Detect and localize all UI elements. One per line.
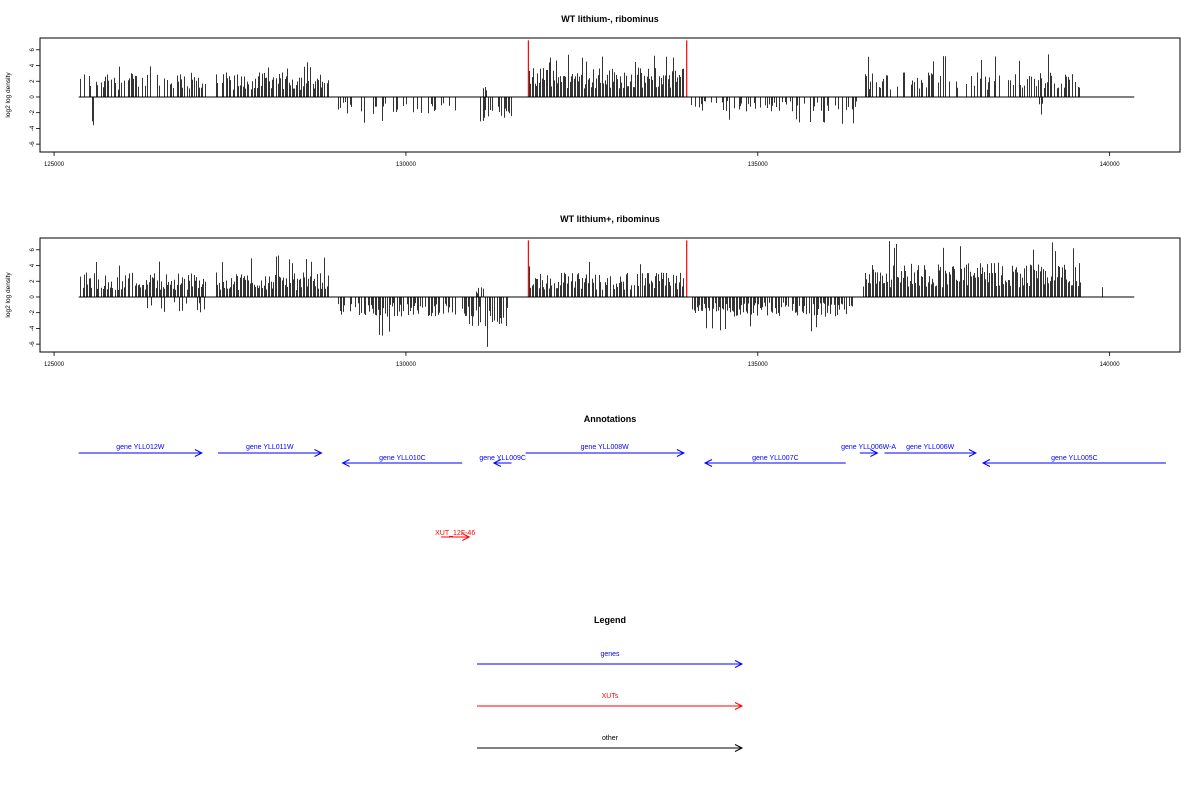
y-axis-label: log2 log density [5, 72, 12, 118]
gene-arrow-arrowhead [968, 449, 978, 457]
gene-label: gene YLL011W [246, 444, 294, 451]
panel-title: WT lithium+, ribominus [560, 214, 660, 224]
y-axis: 6 4 2 0 -2 -4 -6 [30, 47, 40, 147]
legend-items: genes XUTs other [477, 651, 744, 752]
gene-label: gene YLL009C [479, 455, 526, 462]
gene-arrow-arrowhead [870, 449, 879, 457]
y-axis: 6 4 2 0 -2 -4 -6 [30, 247, 40, 347]
panel-title: WT lithium-, ribominus [561, 14, 659, 24]
gene-label: gene YLL007C [752, 455, 799, 462]
x-tick-label: 125000 [44, 162, 65, 168]
gene-label: gene YLL012W [116, 444, 165, 451]
legend-label: other [602, 735, 619, 742]
coverage-panel-lithium-plus: WT lithium+, ribominus log2 log density … [5, 214, 1181, 368]
y-tick-label: -2 [30, 309, 36, 315]
gene-arrow-arrowhead [703, 459, 713, 467]
annotations-title: Annotations [584, 414, 637, 424]
x-axis: 125000 130000 135000 140000 [44, 152, 1120, 168]
x-axis: 125000 130000 135000 140000 [44, 352, 1120, 368]
gene-arrow-arrowhead [676, 449, 686, 457]
gene-arrow-arrowhead [341, 459, 350, 467]
legend-label: XUTs [602, 693, 619, 700]
highlight-bars [527, 240, 688, 297]
y-tick-label: 0 [30, 295, 36, 299]
gene-arrow-arrowhead [492, 459, 502, 467]
legend-arrowhead [734, 702, 744, 710]
y-tick-label: 6 [30, 247, 36, 251]
annotations-track: Annotations gene YLL012W gene YLL011Wgene… [78, 414, 1166, 541]
y-tick-label: -4 [30, 125, 36, 131]
annotation-items: gene YLL012W gene YLL011W gene YLL010C gene… [78, 444, 1166, 541]
gene-arrow-arrowhead [194, 449, 203, 457]
legend-title: Legend [594, 615, 626, 625]
y-tick-label: -6 [30, 341, 36, 347]
coverage-bars [80, 241, 1103, 347]
coverage-bars [80, 54, 1080, 126]
gene-label: gene YLL006W [906, 444, 955, 451]
legend-arrowhead [734, 660, 744, 668]
y-tick-label: 4 [30, 63, 36, 67]
highlight-bars [527, 40, 688, 97]
legend: Legend genes XUTs other [477, 615, 744, 752]
gene-label: gene YLL008W [581, 444, 630, 451]
plot-frame [39, 37, 1181, 153]
y-tick-label: -2 [30, 109, 36, 115]
plot-frame [39, 237, 1181, 353]
xut-arrow-arrowhead [462, 533, 471, 541]
y-tick-label: 6 [30, 47, 36, 51]
y-tick-label: 4 [30, 263, 36, 267]
y-tick-label: 0 [30, 95, 36, 99]
x-tick-label: 140000 [1100, 162, 1121, 168]
legend-label: genes [600, 651, 620, 658]
gene-label: gene YLL006W-A [841, 444, 896, 451]
gene-label: gene YLL010C [379, 455, 426, 462]
gene-label: gene YLL005C [1051, 455, 1098, 462]
x-tick-label: 140000 [1100, 362, 1121, 368]
x-tick-label: 135000 [748, 362, 769, 368]
legend-arrowhead [734, 744, 744, 752]
y-tick-label: -4 [30, 325, 36, 331]
x-tick-label: 130000 [396, 162, 417, 168]
gene-arrow-arrowhead [981, 459, 991, 467]
x-tick-label: 130000 [396, 362, 417, 368]
y-tick-label: -6 [30, 141, 36, 147]
x-tick-label: 135000 [748, 162, 769, 168]
coverage-panel-lithium-minus: WT lithium-, ribominus log2 log density … [5, 14, 1181, 168]
gene-arrow-arrowhead [314, 449, 323, 457]
xut-label: XUT_12F-46 [435, 530, 475, 537]
x-tick-label: 125000 [44, 362, 65, 368]
y-tick-label: 2 [30, 79, 36, 83]
y-tick-label: 2 [30, 279, 36, 283]
y-axis-label: log2 log density [5, 272, 12, 318]
